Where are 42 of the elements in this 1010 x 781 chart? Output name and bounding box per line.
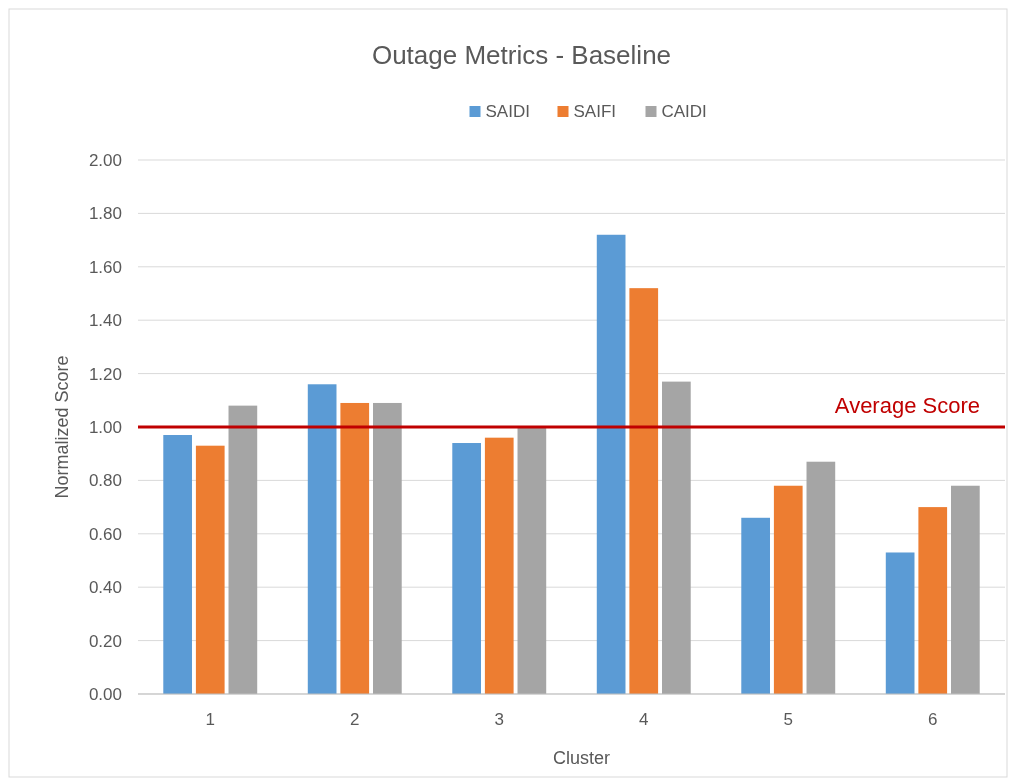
x-axis-title: Cluster — [552, 748, 611, 768]
y-tick-label: 1.40 — [88, 311, 122, 331]
x-tick-label: 4 — [639, 710, 649, 729]
y-tick-label: 0.20 — [88, 631, 122, 651]
bar — [195, 445, 225, 694]
bar — [373, 402, 402, 694]
legend-label: CAIDI — [661, 102, 707, 121]
y-tick-label: 0.00 — [88, 684, 122, 704]
y-tick-label: 2.00 — [88, 150, 122, 170]
bar — [307, 384, 337, 694]
bar — [340, 402, 370, 694]
y-tick-label: 1.80 — [88, 204, 122, 224]
x-tick-label: 3 — [494, 710, 504, 729]
y-tick-label: 0.40 — [88, 578, 122, 598]
x-tick-label: 6 — [928, 710, 938, 729]
y-tick-label: 1.20 — [88, 364, 122, 384]
legend-label: SAIDI — [485, 102, 530, 121]
bar — [741, 517, 770, 694]
bar — [629, 288, 659, 694]
bar — [662, 381, 691, 694]
bar — [517, 427, 547, 694]
bar — [596, 234, 626, 694]
x-tick-label: 2 — [350, 710, 360, 729]
bar — [951, 485, 980, 694]
ref-line-label: Average Score — [834, 393, 980, 418]
bar — [918, 507, 948, 694]
chart-title: Outage Metrics - Baseline — [371, 40, 672, 70]
bar — [885, 552, 915, 694]
bar — [163, 435, 192, 694]
y-tick-label: 0.80 — [88, 471, 122, 491]
bar — [773, 485, 803, 694]
legend-label: SAIFI — [573, 102, 617, 121]
y-axis-title: Normalized Score — [52, 355, 72, 499]
bar — [228, 405, 258, 694]
y-tick-label: 1.00 — [88, 417, 122, 437]
x-tick-label: 1 — [205, 710, 215, 729]
y-tick-label: 0.60 — [88, 524, 122, 544]
bar — [452, 443, 481, 694]
y-tick-label: 1.60 — [88, 257, 122, 277]
x-tick-label: 5 — [783, 710, 793, 729]
bar — [806, 461, 836, 694]
bar — [484, 437, 514, 694]
